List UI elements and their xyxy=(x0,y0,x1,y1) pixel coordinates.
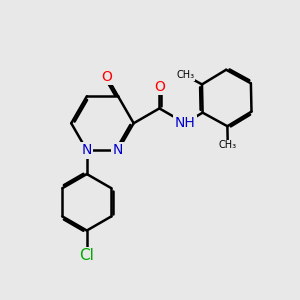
Text: O: O xyxy=(101,70,112,84)
Text: NH: NH xyxy=(175,116,196,130)
Text: N: N xyxy=(113,143,123,157)
Text: O: O xyxy=(154,80,165,94)
Text: CH₃: CH₃ xyxy=(176,70,195,80)
Text: Cl: Cl xyxy=(80,248,94,263)
Text: N: N xyxy=(82,143,92,157)
Text: CH₃: CH₃ xyxy=(219,140,237,150)
